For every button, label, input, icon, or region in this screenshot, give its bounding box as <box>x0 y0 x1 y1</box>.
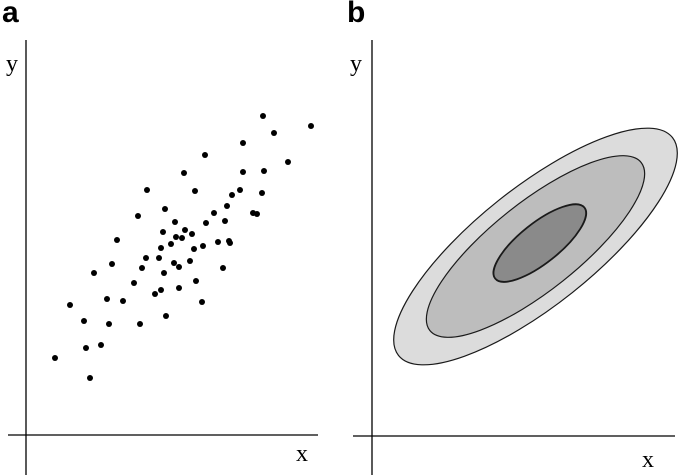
scatter-point <box>260 113 266 119</box>
scatter-point <box>67 302 73 308</box>
contour-group <box>393 127 678 366</box>
scatter-point <box>135 213 141 219</box>
scatter-point <box>211 210 217 216</box>
panel-b-letter: b <box>347 0 366 29</box>
panel-a-x-label: x <box>296 441 308 467</box>
scatter-point <box>83 345 89 351</box>
scatter-point <box>222 218 228 224</box>
scatter-point <box>259 190 265 196</box>
scatter-point <box>172 219 178 225</box>
panel-b-y-label: y <box>350 51 362 77</box>
contour-plot <box>353 40 678 475</box>
scatter-point <box>87 375 93 381</box>
panel-b: b y x <box>345 0 685 475</box>
scatter-point <box>199 299 205 305</box>
scatter-point <box>261 168 267 174</box>
scatter-point <box>193 278 199 284</box>
scatter-point <box>176 285 182 291</box>
scatter-point <box>98 342 104 348</box>
panel-a: a y x <box>0 0 335 475</box>
scatter-point <box>189 231 195 237</box>
scatter-point <box>271 130 277 136</box>
scatter-point <box>114 237 120 243</box>
scatter-point <box>160 229 166 235</box>
scatter-point <box>182 227 188 233</box>
scatter-point <box>237 187 243 193</box>
scatter-point <box>143 255 149 261</box>
scatter-point <box>171 260 177 266</box>
scatter-points <box>52 113 314 381</box>
scatter-point <box>91 270 97 276</box>
scatter-point <box>203 220 209 226</box>
scatter-point <box>109 261 115 267</box>
scatter-point <box>120 298 126 304</box>
scatter-point <box>227 240 233 246</box>
contour-inner <box>492 203 588 283</box>
scatter-point <box>104 296 110 302</box>
scatter-point <box>285 159 291 165</box>
panel-a-letter: a <box>2 0 19 29</box>
scatter-point <box>240 140 246 146</box>
scatter-point <box>220 265 226 271</box>
scatter-point <box>191 246 197 252</box>
scatter-point <box>200 243 206 249</box>
scatter-point <box>179 235 185 241</box>
scatter-point <box>308 123 314 129</box>
scatter-point <box>144 187 150 193</box>
scatter-point <box>162 206 168 212</box>
scatter-point <box>176 264 182 270</box>
scatter-point <box>163 313 169 319</box>
scatter-point <box>229 192 235 198</box>
scatter-point <box>52 355 58 361</box>
scatter-point <box>254 211 260 217</box>
panel-a-y-label: y <box>6 51 18 77</box>
scatter-point <box>192 188 198 194</box>
scatter-point <box>215 239 221 245</box>
scatter-point <box>152 291 158 297</box>
scatter-point <box>131 280 137 286</box>
scatter-point <box>81 318 87 324</box>
scatter-point <box>137 321 143 327</box>
scatter-point <box>139 265 145 271</box>
scatter-point <box>240 169 246 175</box>
scatter-point <box>224 203 230 209</box>
scatter-point <box>158 287 164 293</box>
scatter-point <box>161 270 167 276</box>
scatter-point <box>106 321 112 327</box>
scatter-point <box>168 241 174 247</box>
scatter-point <box>181 170 187 176</box>
scatter-plot <box>8 40 318 475</box>
panel-b-x-label: x <box>642 447 654 473</box>
scatter-point <box>156 255 162 261</box>
scatter-point <box>202 152 208 158</box>
scatter-point <box>173 234 179 240</box>
scatter-point <box>158 245 164 251</box>
scatter-point <box>187 258 193 264</box>
